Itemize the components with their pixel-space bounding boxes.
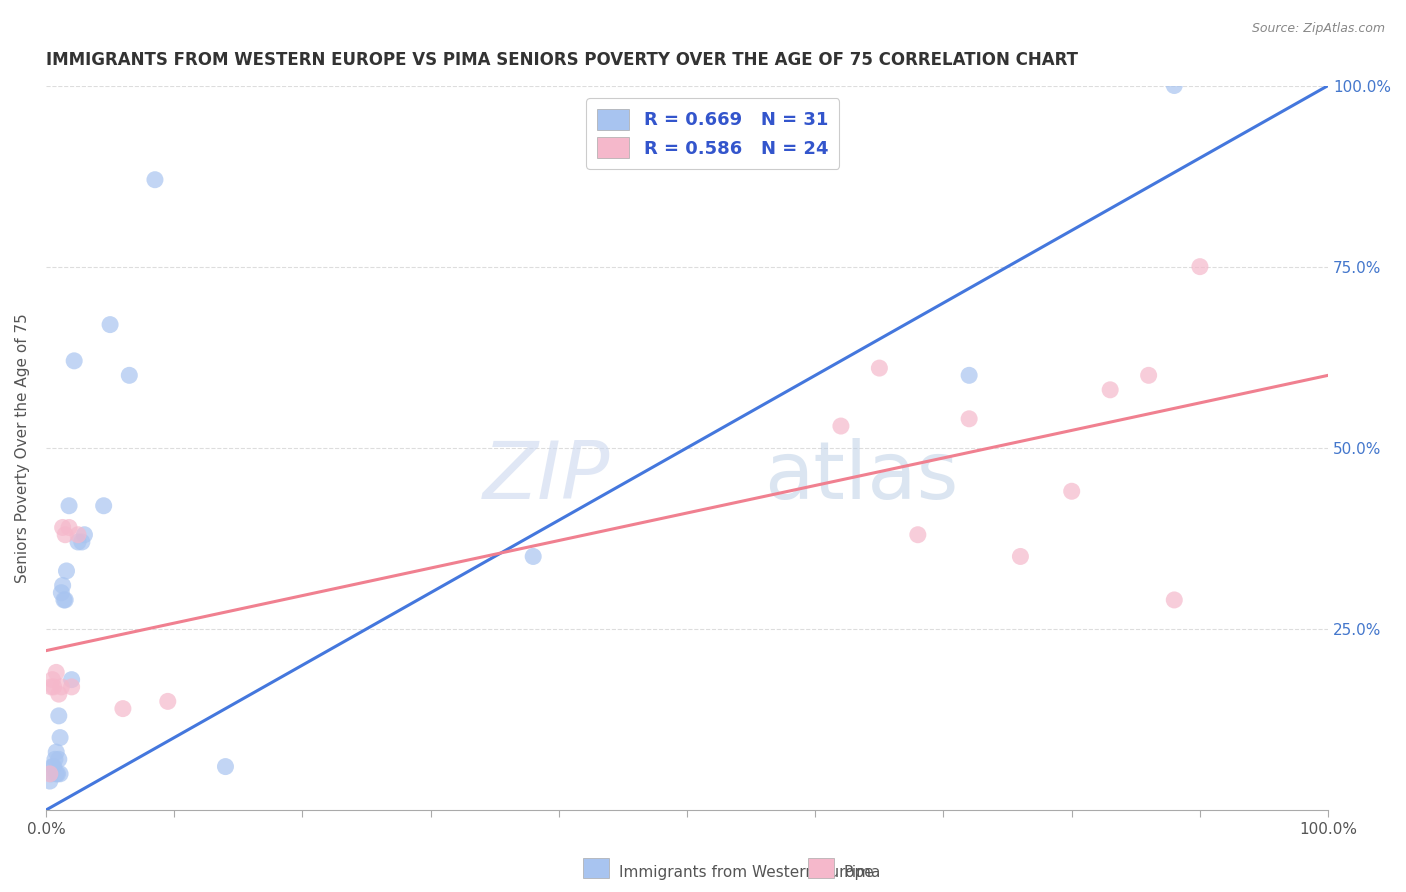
Point <box>60 680 83 694</box>
Point <box>73 527 96 541</box>
Point <box>111 701 134 715</box>
Point <box>48 687 70 701</box>
Point <box>66 527 89 541</box>
Point <box>53 527 76 541</box>
Point <box>1010 549 1032 564</box>
Point <box>38 774 60 789</box>
Point <box>1163 78 1185 93</box>
Point <box>98 318 121 332</box>
Point <box>45 767 67 781</box>
Point <box>48 709 70 723</box>
Point <box>38 767 60 781</box>
Point <box>52 520 75 534</box>
Point <box>1137 368 1160 383</box>
Point <box>63 354 86 368</box>
Point <box>46 767 69 781</box>
Point <box>44 752 66 766</box>
Point <box>66 535 89 549</box>
Point <box>214 759 236 773</box>
Point <box>49 731 72 745</box>
Point <box>830 419 852 434</box>
Point <box>93 499 115 513</box>
Point <box>1188 260 1211 274</box>
Point <box>39 767 62 781</box>
Point <box>957 368 980 383</box>
Legend: R = 0.669   N = 31, R = 0.586   N = 24: R = 0.669 N = 31, R = 0.586 N = 24 <box>586 98 839 169</box>
Text: atlas: atlas <box>763 438 959 516</box>
Point <box>45 745 67 759</box>
Point <box>49 767 72 781</box>
Y-axis label: Seniors Poverty Over the Age of 75: Seniors Poverty Over the Age of 75 <box>15 313 30 582</box>
Point <box>41 673 63 687</box>
Point <box>48 752 70 766</box>
Point <box>58 499 80 513</box>
Point <box>60 673 83 687</box>
Point <box>41 759 63 773</box>
Point <box>957 412 980 426</box>
Point <box>39 680 62 694</box>
Point <box>58 520 80 534</box>
Point <box>45 665 67 680</box>
Point <box>1060 484 1083 499</box>
Point <box>1099 383 1122 397</box>
Text: IMMIGRANTS FROM WESTERN EUROPE VS PIMA SENIORS POVERTY OVER THE AGE OF 75 CORREL: IMMIGRANTS FROM WESTERN EUROPE VS PIMA S… <box>46 51 1078 69</box>
Point <box>70 535 93 549</box>
Point <box>42 680 65 694</box>
Point <box>143 172 166 186</box>
Point <box>52 578 75 592</box>
Point <box>868 361 890 376</box>
Point <box>55 564 77 578</box>
Text: Pima: Pima <box>844 865 882 880</box>
Text: Immigrants from Western Europe: Immigrants from Western Europe <box>619 865 873 880</box>
Point <box>52 593 75 607</box>
Point <box>522 549 544 564</box>
Point <box>51 680 73 694</box>
Point <box>1163 593 1185 607</box>
Point <box>53 593 76 607</box>
Point <box>42 759 65 773</box>
Point <box>907 527 929 541</box>
Text: ZIP: ZIP <box>482 438 610 516</box>
Text: Source: ZipAtlas.com: Source: ZipAtlas.com <box>1251 22 1385 36</box>
Point <box>118 368 141 383</box>
Point <box>156 694 179 708</box>
Point <box>51 585 73 599</box>
